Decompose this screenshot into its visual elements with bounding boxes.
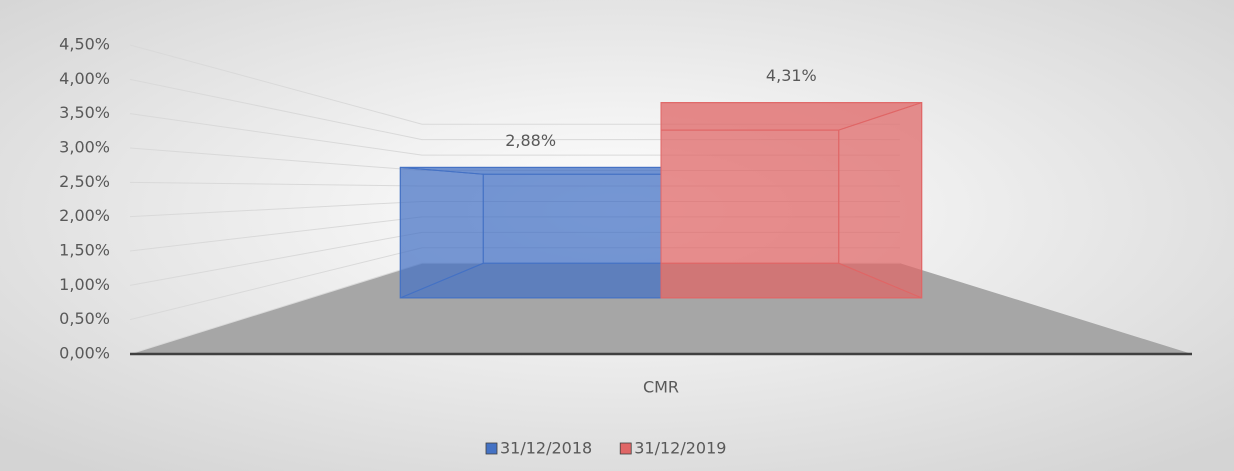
bar	[399, 166, 662, 299]
legend-swatch	[485, 442, 498, 455]
y-tick-label: 1,50%	[59, 241, 110, 260]
bar	[660, 102, 923, 299]
value-label: 2,88%	[505, 131, 556, 150]
x-tick-label: CMR	[643, 378, 679, 397]
floor	[130, 263, 1192, 354]
value-label: 4,31%	[766, 66, 817, 85]
legend-label: 31/12/2018	[500, 439, 592, 458]
y-tick-label: 0,50%	[59, 309, 110, 328]
y-tick-label: 4,50%	[59, 35, 110, 54]
bar-3d	[399, 166, 662, 299]
y-tick-label: 2,00%	[59, 206, 110, 225]
legend-swatch	[619, 442, 632, 455]
y-tick-label: 0,00%	[59, 344, 110, 363]
y-tick-label: 3,50%	[59, 103, 110, 122]
y-tick-label: 2,50%	[59, 172, 110, 191]
y-tick-label: 4,00%	[59, 69, 110, 88]
y-tick-label: 1,00%	[59, 275, 110, 294]
legend-label: 31/12/2019	[634, 439, 726, 458]
y-tick-label: 3,00%	[59, 138, 110, 157]
bar-3d	[660, 101, 923, 299]
